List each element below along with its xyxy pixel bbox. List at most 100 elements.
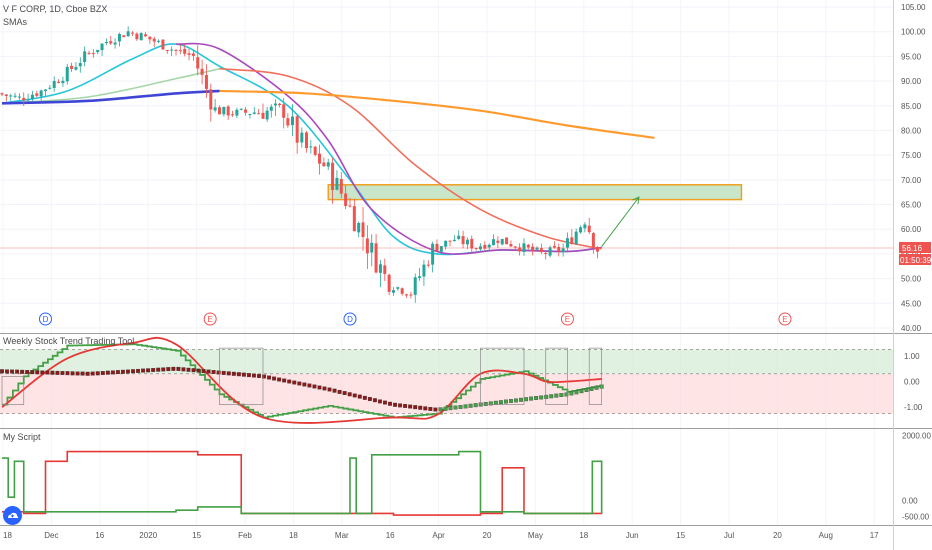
candle-body [213, 107, 217, 111]
candle-body [261, 112, 265, 119]
trend-dot [287, 379, 292, 384]
candle-body [43, 89, 47, 91]
trend-dot [5, 369, 9, 374]
trend-dot [584, 388, 589, 392]
candle-body [135, 33, 139, 40]
candle-body [87, 52, 91, 54]
candle-body [318, 153, 322, 164]
sma-legend[interactable]: SMAs [3, 17, 28, 27]
candle-body [191, 53, 195, 56]
trend-dot [579, 389, 584, 394]
candle-body [9, 95, 13, 97]
trend-dot [317, 385, 322, 390]
candle-body [152, 38, 156, 42]
trend-dot [241, 372, 246, 377]
arrow-line[interactable] [601, 196, 640, 247]
candle-body [505, 237, 509, 245]
trend-dot [156, 367, 161, 372]
trend-dot [141, 368, 146, 373]
earnings-marker[interactable] [560, 312, 574, 326]
trend-dot [362, 395, 367, 400]
candle-body [370, 242, 374, 253]
script-pane[interactable] [0, 430, 893, 525]
time-tick-label: Jun [626, 531, 639, 540]
arrow-head[interactable] [632, 196, 640, 205]
price-tick-label: 65.00 [901, 201, 922, 210]
candle-body [565, 238, 569, 248]
trend-dot [574, 390, 579, 395]
time-tick-label: Feb [238, 531, 252, 540]
candle-body [109, 41, 113, 44]
earnings-marker[interactable] [203, 312, 217, 326]
price-tick-label: 80.00 [901, 126, 922, 135]
trend-dot [257, 374, 261, 378]
trend-dot [25, 370, 30, 374]
trend-legend[interactable]: Weekly Stock Trend Trading Tool [3, 336, 134, 346]
candle-body [204, 75, 208, 89]
projection-arrow[interactable] [601, 196, 640, 247]
trend-dot [277, 377, 282, 382]
candle-body [361, 222, 365, 238]
candle-body [157, 40, 161, 42]
trend-dot [327, 387, 332, 392]
trend-dot [559, 393, 564, 398]
candle-body [522, 243, 526, 252]
trend-dot [544, 394, 549, 399]
candle-body [400, 288, 404, 294]
candle-body [396, 287, 400, 289]
candle-body [61, 80, 65, 84]
price-pane[interactable] [0, 0, 893, 333]
candle-body [144, 34, 148, 37]
price-tick-label: 70.00 [901, 176, 922, 185]
candle-body [339, 178, 343, 194]
earnings-marker[interactable] [778, 312, 792, 326]
candle-body [531, 246, 535, 251]
trend-dot [146, 368, 151, 373]
tradingview-logo[interactable] [3, 506, 22, 525]
trend-dot [569, 391, 574, 396]
event-marker-label: E [782, 315, 787, 324]
trend-dot [45, 370, 50, 375]
candle-body [513, 246, 517, 248]
candle-body [170, 49, 174, 51]
trend-dot [483, 402, 488, 406]
trend-dot [377, 399, 382, 404]
symbol-title[interactable]: V F CORP, 1D, Cboe BZX [3, 4, 107, 14]
trend-tick-label: 1.00 [904, 352, 920, 361]
trend-dot [539, 395, 544, 400]
dividend-marker[interactable] [343, 312, 357, 326]
candle-body [257, 113, 261, 115]
time-tick-label: 20 [483, 531, 492, 540]
script-legend[interactable]: My Script [3, 432, 41, 442]
candle-body [335, 177, 339, 190]
trend-dot [206, 369, 211, 374]
candle-body [322, 162, 326, 167]
cloud-upload-icon [8, 512, 19, 518]
price-tick-label: 45.00 [901, 299, 922, 308]
trend-dot [131, 369, 135, 374]
trend-dot [438, 407, 443, 412]
candle-body [231, 114, 235, 116]
trend-dot [488, 401, 493, 406]
trend-dot [15, 369, 20, 374]
trend-dot [115, 370, 120, 375]
price-tick-label: 40.00 [901, 324, 922, 333]
candle-body [4, 94, 8, 96]
trend-dot [20, 369, 25, 374]
candle-body [409, 294, 413, 296]
dividend-marker[interactable] [38, 312, 52, 326]
price-tick-label: 105.00 [901, 3, 926, 12]
script-series [2, 450, 603, 516]
candle-body [196, 57, 200, 69]
price-tick-label: 90.00 [901, 77, 922, 86]
zone-rect[interactable] [327, 184, 743, 201]
time-tick-label: 2020 [139, 531, 157, 540]
time-axis[interactable]: 18 Dec 16 2020 15 Feb 18 Mar 16 Apr 20 May 18 Jun 15 Ju… [3, 531, 879, 540]
resistance-zone[interactable] [327, 184, 743, 201]
candle-body [448, 240, 452, 242]
candle-body [300, 132, 304, 143]
time-tick-label: Apr [432, 531, 445, 540]
trend-dot [433, 407, 438, 412]
